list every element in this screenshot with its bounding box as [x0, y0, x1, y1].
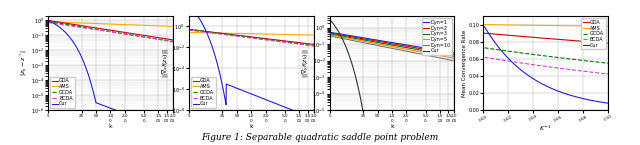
Legend: GDA, AMS, GCDA, BCDA, Cur: GDA, AMS, GCDA, BCDA, Cur — [51, 77, 75, 108]
Y-axis label: $|z_k - z^*|$: $|z_k - z^*|$ — [19, 50, 29, 76]
Legend: GDA, AMS, GCDA, BCDA, Cur: GDA, AMS, GCDA, BCDA, Cur — [191, 77, 216, 108]
Y-axis label: $||\nabla_x f(z_k)||$: $||\nabla_x f(z_k)||$ — [160, 48, 170, 78]
X-axis label: k: k — [390, 124, 394, 129]
Text: Figure 1: Separable quadratic saddle point problem: Figure 1: Separable quadratic saddle poi… — [202, 133, 438, 142]
Y-axis label: Mean Convergence Rate: Mean Convergence Rate — [462, 29, 467, 97]
X-axis label: k: k — [109, 124, 112, 129]
X-axis label: $K^{-1}$: $K^{-1}$ — [540, 124, 552, 133]
X-axis label: k: k — [250, 124, 253, 129]
Legend: GDA, AMS, GCDA, BCDA, Cur: GDA, AMS, GCDA, BCDA, Cur — [581, 18, 605, 49]
Legend: Dyn=1, Dyn=2, Dyn=3, Dyn=5, Dyn=10, Cur: Dyn=1, Dyn=2, Dyn=3, Dyn=5, Dyn=10, Cur — [422, 18, 452, 55]
Y-axis label: $||\nabla_y f(z_k)||$: $||\nabla_y f(z_k)||$ — [300, 48, 311, 78]
